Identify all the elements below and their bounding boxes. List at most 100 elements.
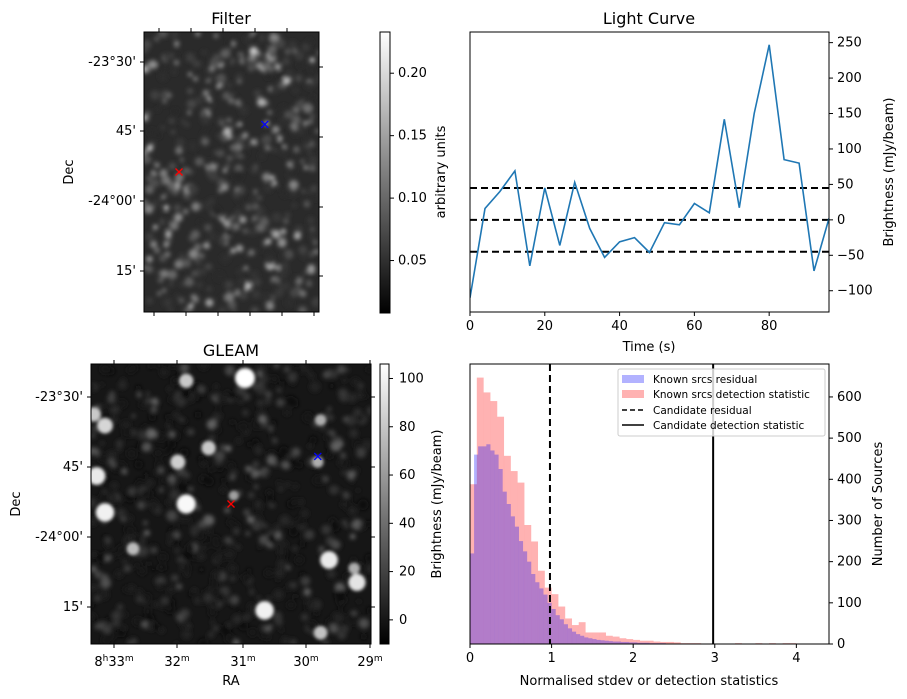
noise-blob <box>269 131 275 138</box>
noise-blob <box>366 564 371 574</box>
noise-blob <box>110 405 120 415</box>
histogram-bar <box>486 444 491 644</box>
noise-blob <box>150 406 158 413</box>
noise-blob <box>161 212 171 222</box>
radio-source <box>91 467 106 485</box>
filter-markers <box>175 120 269 176</box>
histogram-bar <box>596 639 601 644</box>
noise-blob <box>310 185 318 192</box>
noise-blob <box>172 411 180 419</box>
noise-blob <box>186 87 194 95</box>
noise-blob <box>300 509 309 518</box>
noise-blob <box>188 141 198 151</box>
noise-blob <box>187 72 193 77</box>
noise-blob <box>118 380 127 390</box>
histogram-bar <box>588 638 593 644</box>
noise-blob <box>121 428 132 439</box>
noise-blob <box>171 69 177 75</box>
noise-blob <box>272 125 280 133</box>
noise-blob <box>256 595 261 601</box>
noise-blob <box>355 488 361 493</box>
noise-blob <box>224 280 234 290</box>
noise-blob <box>359 523 367 530</box>
noise-blob <box>91 551 97 557</box>
noise-blob <box>185 52 195 63</box>
filter-image-noise <box>144 32 319 312</box>
light-curve-ylabel: Brightness (mJy/beam) <box>882 98 897 247</box>
x-tick-label: 0 <box>466 651 474 666</box>
y-tick-label: −50 <box>837 248 864 263</box>
legend-label-residual: Known srcs residual <box>653 374 757 386</box>
noise-blob <box>230 247 237 254</box>
noise-blob <box>161 194 166 200</box>
noise-blob <box>282 57 291 66</box>
noise-blob <box>271 39 277 45</box>
noise-blob <box>342 416 349 423</box>
noise-blob <box>246 568 252 574</box>
histogram-bar <box>673 642 681 644</box>
noise-blob <box>292 483 299 490</box>
filter-colorbar-ticks: 0.05 0.10 0.15 0.20 <box>390 66 427 269</box>
noise-blob <box>168 162 177 171</box>
y-tick-label: 50 <box>837 177 854 192</box>
noise-blob <box>245 531 251 536</box>
radio-source <box>176 494 196 514</box>
noise-blob <box>251 469 260 478</box>
noise-blob <box>141 423 150 432</box>
noise-blob <box>203 515 215 526</box>
noise-blob <box>274 141 283 151</box>
noise-blob <box>101 634 112 644</box>
noise-blob <box>217 306 227 312</box>
histogram-bar <box>474 454 479 644</box>
noise-blob <box>303 588 311 596</box>
noise-blob <box>206 96 212 102</box>
noise-blob <box>288 180 299 190</box>
noise-blob <box>345 367 350 373</box>
gleam-title: GLEAM <box>203 341 259 360</box>
noise-blob <box>301 613 309 621</box>
noise-blob <box>142 600 147 605</box>
noise-blob <box>294 74 303 83</box>
noise-blob <box>166 585 176 594</box>
noise-blob <box>278 627 284 633</box>
noise-blob <box>174 547 180 554</box>
noise-blob <box>298 245 308 255</box>
noise-blob <box>290 497 300 507</box>
noise-blob <box>175 138 185 147</box>
noise-blob <box>303 605 309 611</box>
noise-blob <box>181 629 192 640</box>
colorbar-tick-label: 0.15 <box>398 129 427 144</box>
noise-blob <box>227 563 238 573</box>
noise-blob <box>193 243 202 252</box>
noise-blob <box>309 57 316 63</box>
noise-blob <box>291 275 298 282</box>
noise-blob <box>152 623 160 631</box>
histogram-bar <box>490 401 498 644</box>
noise-blob <box>106 450 117 461</box>
histogram-bar <box>626 639 634 644</box>
noise-blob <box>279 259 285 265</box>
noise-blob <box>230 595 240 605</box>
noise-blob <box>358 618 370 629</box>
noise-blob <box>304 529 315 540</box>
gleam-xlabel: RA <box>222 674 240 689</box>
noise-blob <box>146 561 152 566</box>
histogram-bar <box>470 553 475 644</box>
noise-blob <box>148 413 157 422</box>
filter-ylabel: Dec <box>62 159 77 184</box>
noise-blob <box>280 253 286 259</box>
noise-blob <box>148 60 158 69</box>
noise-blob <box>107 458 116 467</box>
noise-blob <box>121 469 128 475</box>
noise-blob <box>198 638 209 644</box>
radio-source <box>313 625 328 640</box>
noise-blob <box>341 519 347 525</box>
histogram-bar <box>535 582 540 644</box>
light-curve-threshold-lines <box>470 186 829 253</box>
noise-blob <box>273 523 282 533</box>
noise-blob <box>111 610 122 621</box>
noise-blob <box>231 222 241 231</box>
noise-blob <box>159 488 164 493</box>
noise-blob <box>334 589 346 601</box>
noise-blob <box>345 613 356 623</box>
